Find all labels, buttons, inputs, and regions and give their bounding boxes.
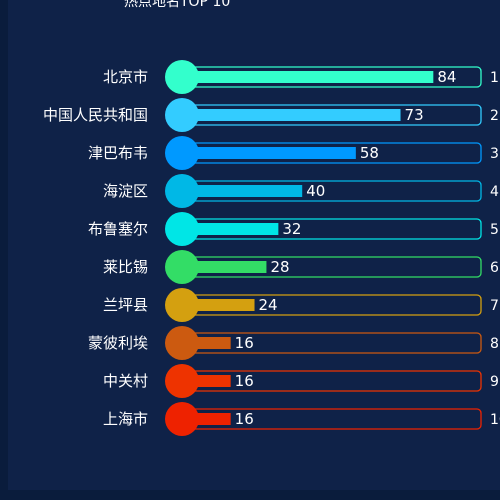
- bar: [183, 223, 279, 235]
- value-label: 24: [259, 296, 278, 314]
- category-label: 中国人民共和国: [43, 106, 148, 124]
- bar-marker: [165, 212, 199, 246]
- rank-label: 5: [490, 222, 499, 238]
- bar-row: 莱比锡 28 6: [103, 250, 499, 284]
- value-label: 40: [306, 182, 325, 200]
- bar: [183, 261, 267, 273]
- value-label: 84: [437, 68, 456, 86]
- bar: [183, 299, 255, 311]
- bar-row: 上海市 16 10: [103, 402, 500, 436]
- panel-bottom-edge: [0, 490, 500, 500]
- bar-marker: [165, 98, 199, 132]
- bar: [183, 147, 356, 159]
- value-label: 73: [405, 106, 424, 124]
- category-label: 海淀区: [103, 182, 148, 200]
- category-label: 津巴布韦: [88, 144, 148, 162]
- bar-marker: [165, 402, 199, 436]
- bar-row: 蒙彼利埃 16 8: [88, 326, 499, 360]
- chart-title: 热点地名TOP 10: [124, 0, 231, 10]
- value-label: 28: [270, 258, 289, 276]
- category-label: 蒙彼利埃: [88, 334, 148, 352]
- bar-row: 布鲁塞尔 32 5: [88, 212, 499, 246]
- bar-marker: [165, 136, 199, 170]
- panel-left-edge: [0, 0, 8, 500]
- bar-row: 津巴布韦 58 3: [88, 136, 499, 170]
- value-label: 16: [235, 372, 254, 390]
- value-label: 16: [235, 334, 254, 352]
- rank-label: 7: [490, 298, 499, 314]
- rank-label: 3: [490, 146, 499, 162]
- value-label: 16: [235, 410, 254, 428]
- category-label: 布鲁塞尔: [88, 220, 148, 238]
- category-label: 上海市: [103, 410, 148, 428]
- bar-marker: [165, 60, 199, 94]
- category-label: 兰坪县: [103, 296, 148, 314]
- bar-marker: [165, 174, 199, 208]
- bar: [183, 185, 303, 197]
- rank-label: 10: [490, 412, 500, 428]
- bar-row: 海淀区 40 4: [103, 174, 499, 208]
- rank-label: 1: [490, 70, 499, 86]
- bar-marker: [165, 288, 199, 322]
- category-label: 中关村: [103, 372, 148, 390]
- rank-label: 2: [490, 108, 499, 124]
- bar-row: 中关村 16 9: [103, 364, 499, 398]
- bar-row: 兰坪县 24 7: [103, 288, 499, 322]
- bar-row: 中国人民共和国 73 2: [43, 98, 499, 132]
- bar-row: 北京市 84 1: [103, 60, 499, 94]
- bar: [183, 109, 401, 121]
- rank-label: 9: [490, 374, 499, 390]
- rank-label: 4: [490, 184, 499, 200]
- bar-marker: [165, 326, 199, 360]
- bar: [183, 71, 434, 83]
- rank-label: 6: [490, 260, 499, 276]
- value-label: 58: [360, 144, 379, 162]
- bar-marker: [165, 364, 199, 398]
- category-label: 北京市: [103, 68, 148, 86]
- rank-label: 8: [490, 336, 499, 352]
- value-label: 32: [282, 220, 301, 238]
- category-label: 莱比锡: [103, 258, 148, 276]
- bar-marker: [165, 250, 199, 284]
